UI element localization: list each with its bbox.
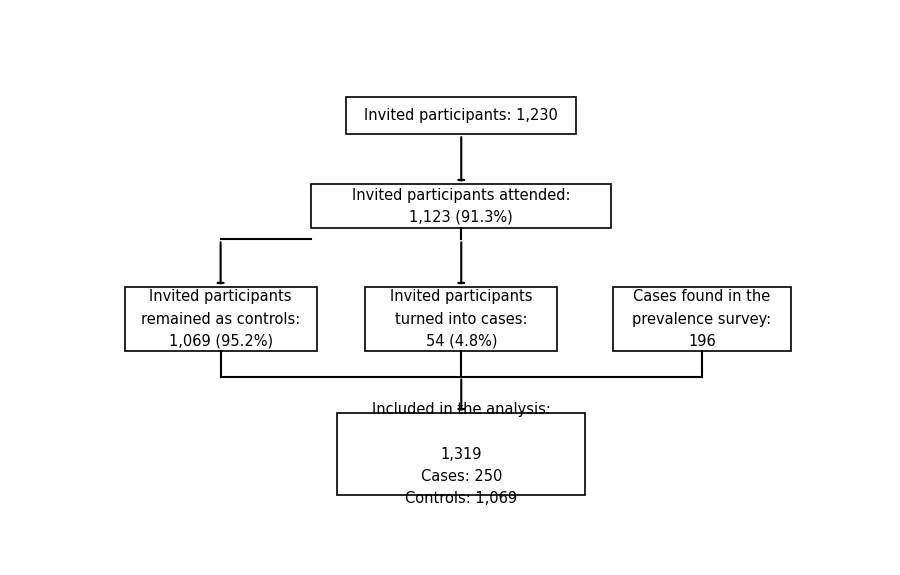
Bar	[613, 287, 791, 351]
Text: Included in the analysis:

1,319
Cases: 250
Controls: 1,069: Included in the analysis: 1,319 Cases: 2…	[372, 402, 551, 506]
Text: Invited participants: 1,230: Invited participants: 1,230	[364, 108, 558, 123]
Text: Cases found in the
prevalence survey:
196: Cases found in the prevalence survey: 19…	[633, 289, 771, 349]
Bar	[365, 287, 557, 351]
Text: Invited participants
remained as controls:
1,069 (95.2%): Invited participants remained as control…	[141, 289, 301, 349]
Text: Invited participants attended:
1,123 (91.3%): Invited participants attended: 1,123 (91…	[352, 187, 571, 225]
Bar	[338, 413, 585, 495]
Bar	[311, 184, 611, 228]
Text: Invited participants
turned into cases:
54 (4.8%): Invited participants turned into cases: …	[390, 289, 533, 349]
Bar	[125, 287, 317, 351]
Bar	[346, 97, 576, 135]
